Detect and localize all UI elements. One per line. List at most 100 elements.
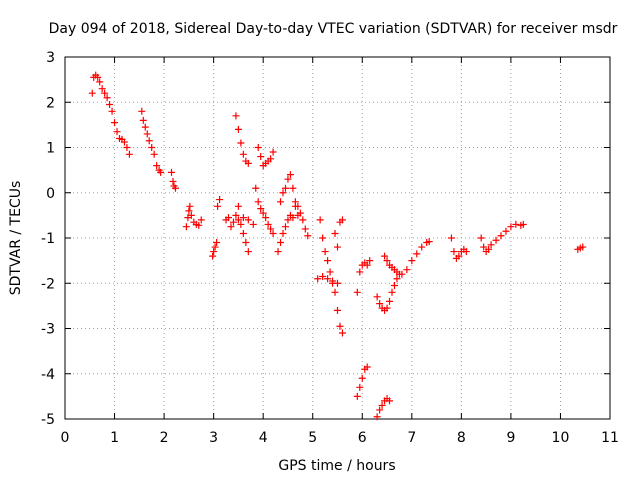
data-point (254, 198, 262, 206)
data-point (304, 232, 312, 240)
data-point (234, 216, 242, 224)
data-point (356, 268, 364, 276)
data-point (398, 270, 406, 278)
y-tick-label: -1 (41, 231, 55, 247)
data-point (225, 214, 232, 222)
data-point (281, 223, 289, 231)
data-point (120, 138, 128, 146)
data-point (210, 248, 218, 256)
y-tick-label: -5 (41, 412, 55, 428)
data-point (96, 78, 104, 86)
data-point (148, 144, 156, 151)
data-point (334, 306, 341, 314)
x-tick-label: 9 (506, 430, 515, 446)
data-point (386, 297, 394, 305)
x-tick-label: 8 (457, 430, 466, 446)
data-point (289, 184, 297, 192)
data-point (252, 184, 260, 192)
data-point (353, 288, 361, 296)
data-point (321, 248, 329, 256)
data-point (153, 162, 161, 170)
data-point (363, 363, 371, 371)
data-point (139, 116, 147, 124)
data-point (232, 211, 240, 219)
data-point (507, 223, 515, 231)
data-point (169, 177, 177, 185)
data-point (386, 397, 394, 405)
data-point (279, 189, 287, 197)
data-point (257, 153, 265, 161)
data-point (209, 252, 217, 260)
data-point (329, 277, 337, 285)
data-point (388, 288, 396, 296)
data-point (455, 252, 463, 260)
data-point (244, 248, 252, 256)
data-point (106, 101, 114, 109)
data-point (213, 239, 221, 247)
data-point (338, 216, 346, 224)
data-point (267, 225, 275, 233)
data-point (450, 248, 458, 256)
data-point (150, 150, 158, 158)
data-point (197, 216, 205, 224)
data-point (425, 238, 433, 246)
grid (65, 57, 610, 419)
data-point (284, 175, 292, 183)
data-point (257, 205, 265, 213)
data-point (123, 144, 131, 151)
data-point (234, 125, 242, 133)
data-point (232, 112, 240, 120)
data-point (519, 220, 527, 228)
data-point (279, 229, 287, 237)
data-point (512, 220, 520, 228)
data-point (138, 107, 146, 115)
data-point (216, 196, 224, 204)
data-point (331, 288, 339, 296)
data-point (480, 243, 488, 251)
data-point (111, 119, 119, 127)
data-point (324, 275, 332, 283)
data-point (186, 202, 194, 210)
data-point (358, 374, 366, 382)
data-point (269, 148, 277, 156)
data-point (393, 275, 401, 283)
data-point (239, 150, 247, 158)
x-axis-title: GPS time / hours (278, 458, 395, 474)
data-point (294, 202, 302, 210)
data-point (447, 234, 455, 242)
x-tick-label: 4 (259, 430, 268, 446)
x-tick-label: 11 (601, 430, 619, 446)
data-point (319, 234, 327, 242)
data-points (88, 71, 587, 421)
data-point (356, 383, 364, 391)
data-point (141, 123, 149, 131)
data-point (319, 272, 327, 280)
data-point (103, 94, 111, 102)
data-point (157, 168, 165, 176)
data-point (390, 282, 398, 290)
data-point (244, 159, 252, 167)
data-point (334, 243, 341, 251)
data-point (239, 214, 247, 222)
chart-title: Day 094 of 2018, Sidereal Day-to-day VTE… (49, 21, 618, 37)
x-tick-label: 1 (110, 430, 119, 446)
y-tick-label: -3 (41, 322, 55, 338)
data-point (214, 202, 222, 210)
data-point (211, 243, 219, 251)
data-point (338, 329, 346, 337)
data-point (334, 279, 341, 287)
data-point (145, 137, 153, 145)
y-tick-label: -4 (41, 367, 55, 383)
data-point (376, 300, 384, 308)
data-point (363, 261, 371, 269)
data-point (477, 234, 485, 242)
data-point (239, 229, 247, 237)
data-point (331, 229, 339, 237)
data-point (366, 257, 374, 265)
data-point (376, 406, 384, 414)
data-point (143, 130, 151, 138)
data-point (125, 150, 133, 158)
data-point (185, 207, 193, 215)
data-point (269, 229, 277, 237)
x-tick-label: 5 (308, 430, 317, 446)
